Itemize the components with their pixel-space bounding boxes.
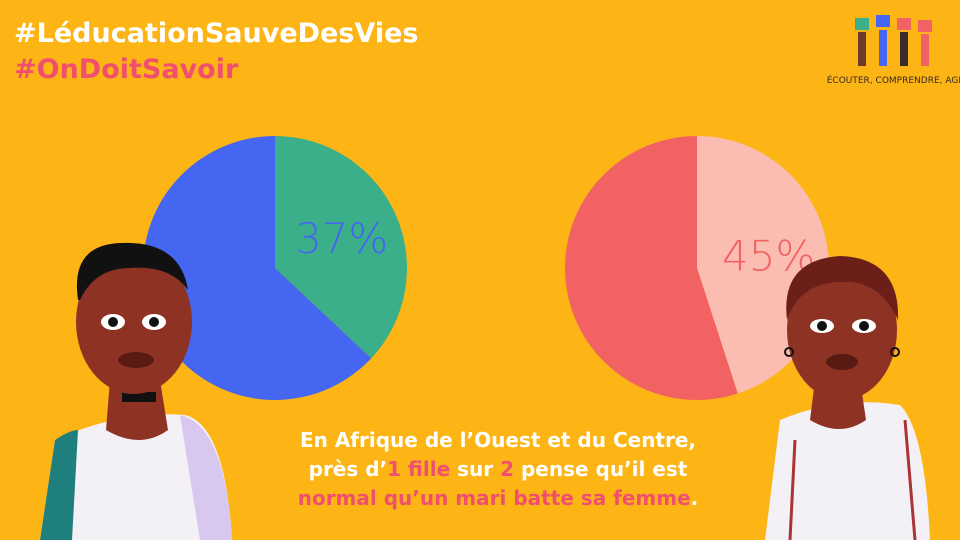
- caption-line: En Afrique de l’Ouest et du Centre,: [300, 428, 696, 452]
- logo-text: ÉCOUTER, COMPRENDRE, AGIR: [827, 74, 960, 86]
- slice-label: 37%: [295, 214, 388, 263]
- pie-slice: [565, 136, 738, 401]
- boy-illustration: [40, 242, 232, 540]
- hashtag: #OnDoitSavoir: [14, 54, 239, 85]
- hashtag: #LéducationSauveDesVies: [14, 18, 419, 49]
- girl-illustration: [765, 256, 930, 540]
- caption-text: 1 fille: [387, 457, 450, 481]
- caption-text: normal qu’un mari batte sa femme: [298, 486, 691, 510]
- logo: ÉCOUTER, COMPRENDRE, AGIR: [827, 15, 960, 86]
- caption-text: près d’: [309, 457, 388, 481]
- caption-text: 2: [500, 457, 514, 481]
- caption-text: sur: [450, 457, 500, 481]
- caption-line: normal qu’un mari batte sa femme.: [298, 486, 699, 510]
- pie-slice: [275, 136, 407, 359]
- caption-text: En Afrique de l’Ouest et du Centre,: [300, 428, 696, 452]
- pie-slice: [143, 136, 372, 401]
- caption: En Afrique de l’Ouest et du Centre, près …: [298, 428, 699, 510]
- caption-text: pense qu’il est: [514, 457, 688, 481]
- caption-text: .: [691, 486, 699, 510]
- caption-line: près d’1 fille sur 2 pense qu’il est: [309, 457, 688, 481]
